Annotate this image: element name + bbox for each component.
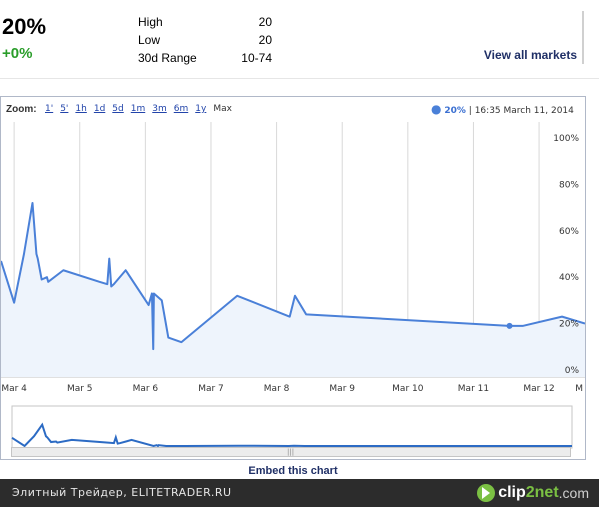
y-tick-label: 80% bbox=[559, 180, 579, 190]
zoom-options: 1' 5' 1h 1d 5d 1m 3m 6m 1y Max bbox=[45, 97, 232, 122]
price-change: +0% bbox=[2, 45, 33, 62]
footer: Элитный Трейдер, ELITETRADER.RU clip 2ne… bbox=[0, 479, 599, 507]
x-tick-label: Mar 9 bbox=[329, 384, 355, 394]
series-dot-icon: ● bbox=[431, 102, 442, 116]
header-divider bbox=[582, 11, 584, 64]
readout-separator: | bbox=[468, 106, 472, 116]
y-axis-labels: 0% 20% 40% 60% 80% 100% bbox=[553, 134, 579, 376]
range-navigator bbox=[11, 405, 573, 449]
stat-label: Low bbox=[138, 33, 161, 47]
readout-value: 20% bbox=[444, 106, 466, 116]
navigator-frame bbox=[11, 405, 573, 449]
zoom-option-1min[interactable]: 1' bbox=[45, 104, 54, 114]
x-tick-label: Mar 10 bbox=[392, 384, 424, 394]
x-tick-label: Mar 6 bbox=[133, 384, 159, 394]
stat-row-low: Low 20 bbox=[138, 31, 272, 49]
y-tick-label: 20% bbox=[559, 320, 579, 330]
zoom-option-1h[interactable]: 1h bbox=[75, 104, 87, 114]
stat-value: 20 bbox=[258, 33, 272, 47]
stats-table: High 20 Low 20 30d Range 10-74 bbox=[138, 13, 272, 67]
stat-row-high: High 20 bbox=[138, 13, 272, 31]
x-tick-label: Mar 11 bbox=[458, 384, 489, 394]
zoom-option-1y[interactable]: 1y bbox=[195, 104, 207, 114]
y-tick-label: 60% bbox=[559, 227, 579, 237]
stat-label: 30d Range bbox=[138, 51, 197, 65]
x-tick-label: Mar 4 bbox=[1, 384, 27, 394]
clip2net-logo: clip 2net .com bbox=[477, 479, 589, 507]
zoom-option-6m[interactable]: 6m bbox=[173, 104, 189, 114]
chart-frame: Zoom: 1' 5' 1h 1d 5d 1m 3m 6m 1y Max ● 2… bbox=[0, 96, 586, 460]
stat-label: High bbox=[138, 15, 163, 29]
y-tick-label: 0% bbox=[565, 366, 580, 376]
zoom-label: Zoom: bbox=[6, 104, 37, 115]
zoom-bar: Zoom: 1' 5' 1h 1d 5d 1m 3m 6m 1y Max ● 2… bbox=[1, 97, 585, 122]
highlight-point bbox=[506, 322, 513, 329]
zoom-option-1m[interactable]: 1m bbox=[130, 104, 146, 114]
view-all-markets-link[interactable]: View all markets bbox=[483, 48, 577, 62]
section-divider bbox=[0, 78, 599, 79]
logo-text-part3: .com bbox=[558, 485, 589, 501]
logo-text-part2: 2net bbox=[525, 484, 559, 501]
stat-value: 10-74 bbox=[241, 51, 272, 65]
readout-datetime: 16:35 March 11, 2014 bbox=[474, 106, 574, 116]
x-tick-label: M bbox=[575, 384, 583, 394]
series-line bbox=[1, 201, 585, 351]
navigator-line bbox=[11, 422, 572, 448]
series-area bbox=[1, 202, 585, 377]
x-tick-label: Mar 8 bbox=[264, 384, 290, 394]
zoom-option-3m[interactable]: 3m bbox=[152, 104, 167, 114]
zoom-option-1d[interactable]: 1d bbox=[93, 104, 106, 114]
footer-source-text: Элитный Трейдер, ELITETRADER.RU bbox=[12, 486, 232, 499]
x-tick-label: Mar 12 bbox=[523, 384, 554, 394]
play-logo-icon bbox=[477, 484, 496, 502]
x-tick-label: Mar 7 bbox=[198, 384, 224, 394]
stat-value: 20 bbox=[258, 15, 272, 29]
current-price: 20% bbox=[2, 14, 47, 39]
zoom-option-5min[interactable]: 5' bbox=[60, 104, 69, 114]
logo-text-part1: clip bbox=[498, 484, 526, 501]
chart-area bbox=[1, 201, 585, 377]
y-tick-label: 40% bbox=[559, 273, 579, 283]
scrollbar-grip-icon[interactable]: ||| bbox=[287, 448, 295, 456]
stat-row-range: 30d Range 10-74 bbox=[138, 49, 272, 67]
y-tick-label: 100% bbox=[553, 134, 579, 144]
x-tick-label: Mar 5 bbox=[67, 384, 93, 394]
zoom-option-5d[interactable]: 5d bbox=[112, 104, 124, 114]
chart-readout: ● 20% | 16:35 March 11, 2014 bbox=[431, 97, 574, 124]
embed-chart-link[interactable]: Embed this chart bbox=[248, 465, 338, 477]
navigator-scrollbar[interactable]: ||| bbox=[11, 447, 571, 457]
zoom-option-max[interactable]: Max bbox=[213, 104, 232, 114]
x-axis-labels: Mar 4 Mar 5 Mar 6 Mar 7 Mar 8 Mar 9 Mar 10 Mar … bbox=[1, 384, 583, 394]
